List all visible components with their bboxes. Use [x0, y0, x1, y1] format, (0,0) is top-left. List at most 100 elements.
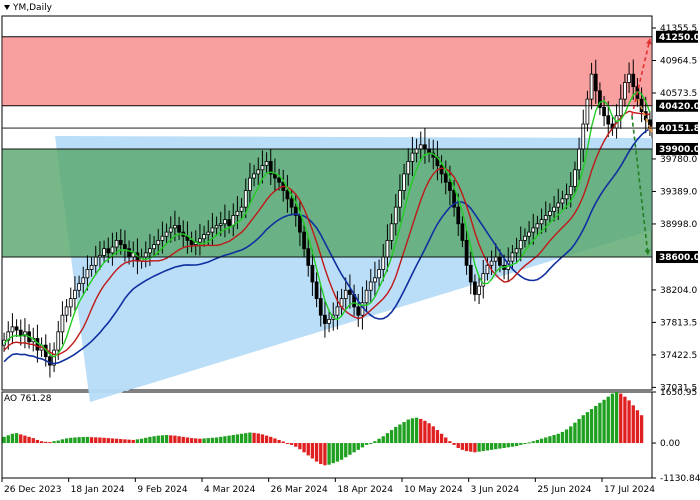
ao-bar: [177, 436, 181, 444]
ao-bar: [410, 418, 415, 444]
candle-body: [314, 281, 319, 299]
ao-bar: [627, 400, 631, 444]
candle-body: [48, 356, 52, 366]
candle-body: [302, 231, 306, 250]
ao-bar: [52, 441, 56, 444]
price-tag-label: 40151.8: [659, 124, 700, 134]
candle-body: [498, 256, 502, 266]
candle-body: [10, 326, 15, 333]
candle-body: [535, 223, 540, 229]
ao-bar: [227, 435, 231, 444]
candle-body: [289, 198, 294, 208]
candle-body: [377, 269, 381, 279]
ao-bar: [194, 438, 198, 444]
ao-bar: [406, 419, 410, 444]
ao-bar: [319, 443, 323, 465]
ao-bar: [314, 443, 319, 462]
candle-body: [323, 314, 327, 324]
ao-bar: [173, 435, 177, 444]
ao-bar: [264, 435, 269, 444]
candle-body: [448, 181, 452, 191]
ao-bar: [419, 418, 423, 444]
candle-body: [527, 231, 531, 237]
candle-body: [560, 198, 565, 204]
ao-bar: [369, 443, 373, 445]
price-tick-label: 37031.5: [660, 383, 697, 393]
x-tick-label: 3 Jun 2024: [471, 485, 520, 495]
ao-bar: [473, 443, 477, 453]
ao-bar: [306, 443, 310, 456]
x-tick-label: 4 Mar 2024: [204, 485, 256, 495]
ao-bar: [244, 433, 248, 444]
candle-body: [514, 248, 519, 254]
candle-body: [110, 246, 115, 254]
ao-bar: [639, 415, 644, 444]
ao-bar: [598, 402, 602, 444]
candle-body: [414, 148, 419, 154]
candle-body: [627, 73, 631, 83]
ao-bar: [277, 439, 281, 444]
candle-body: [68, 298, 73, 308]
candle-body: [589, 73, 594, 100]
price-tag-box: [656, 251, 698, 264]
ao-bar: [569, 426, 573, 444]
x-tick-label: 10 May 2024: [404, 485, 463, 495]
ao-bar: [556, 433, 560, 444]
candle-body: [585, 98, 590, 125]
dropdown-triangle-icon[interactable]: [4, 5, 10, 10]
ao-tick-label: -1130.84: [660, 474, 700, 484]
candle-body: [148, 248, 152, 254]
ao-bar: [85, 436, 90, 444]
candle-body: [481, 273, 486, 287]
ao-bar: [35, 439, 40, 444]
ao-bar: [614, 392, 619, 444]
candle-body: [389, 223, 394, 241]
candle-body: [423, 144, 427, 150]
ao-bar: [360, 443, 365, 448]
candle-body: [489, 260, 494, 266]
ao-tick-label: 0.00: [660, 439, 680, 449]
candle-body: [402, 173, 406, 191]
candle-body: [373, 277, 377, 283]
candle-body: [539, 219, 544, 225]
price-tick-label: 37422.5: [660, 351, 697, 361]
candle-body: [531, 227, 536, 233]
ao-bar: [14, 433, 19, 444]
ao-bar: [73, 437, 77, 444]
candle-body: [602, 107, 606, 117]
candle-body: [256, 169, 261, 175]
ao-bar: [423, 420, 427, 444]
candle-body: [631, 73, 636, 88]
ao-bar: [352, 443, 356, 453]
ao-bar: [548, 436, 552, 444]
candle-body: [406, 161, 411, 175]
candle-body: [164, 231, 169, 237]
candle-body: [264, 161, 269, 166]
ao-bar: [489, 443, 494, 450]
ao-bar: [452, 443, 456, 445]
ao-bar: [331, 443, 335, 464]
ao-bar: [602, 399, 606, 444]
candle-body: [218, 223, 223, 226]
ao-bar: [364, 443, 369, 445]
ao-bar: [252, 432, 256, 444]
candle-body: [152, 244, 156, 250]
ao-bar: [169, 435, 173, 444]
symbol-header[interactable]: YM,Daily: [4, 3, 52, 13]
price-tag-box: [656, 122, 698, 135]
ao-bar: [239, 433, 244, 444]
ao-bar: [285, 443, 290, 445]
ao-bar: [6, 435, 10, 444]
candle-body: [114, 239, 119, 248]
candle-body: [123, 244, 127, 250]
candle-body: [443, 173, 448, 183]
candle-body: [318, 298, 323, 316]
candle-body: [160, 235, 165, 241]
ao-bar: [206, 438, 210, 444]
ao-bar: [223, 436, 227, 444]
ma-slow-line: [3, 128, 651, 365]
ao-bar: [581, 415, 585, 444]
candle-body: [277, 177, 281, 183]
candle-body: [235, 210, 240, 216]
